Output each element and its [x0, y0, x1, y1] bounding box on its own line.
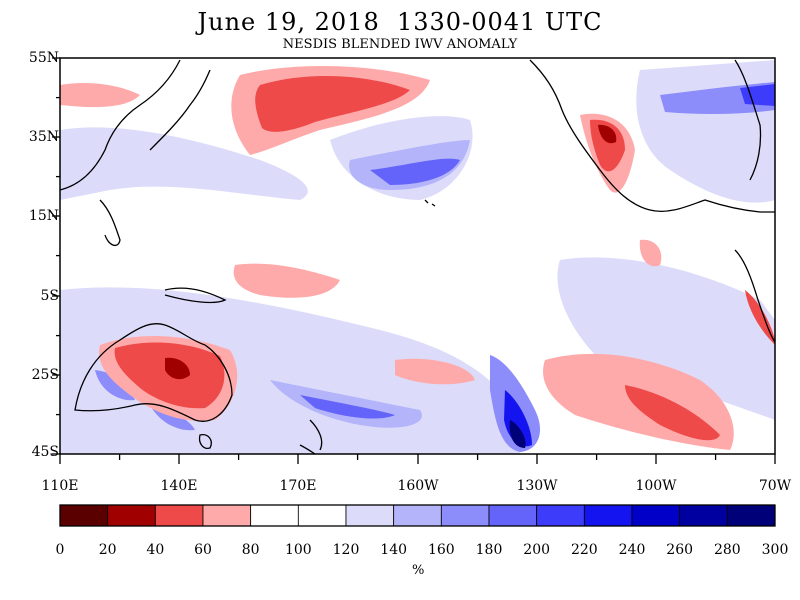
colorbar-label: 20: [98, 542, 117, 558]
philippines-coast: [99, 199, 121, 247]
dry-region-north-pacific-core: [255, 75, 410, 132]
lon-label-170e: 170E: [279, 478, 317, 494]
colorbar-label: 260: [666, 542, 694, 558]
anomaly-field: [60, 60, 775, 454]
dry-region-tropics: [233, 263, 340, 298]
north-america-coast: [529, 59, 775, 213]
colorbar-swatch-220-240: [583, 504, 633, 527]
australia-coast: [74, 323, 233, 422]
colorbar-swatch-160-180: [440, 504, 490, 527]
lon-label-100w: 100W: [635, 478, 677, 494]
lon-label-130w: 130W: [516, 478, 558, 494]
dry-region-south-pacific-core: [625, 385, 720, 441]
moist-plume-south-central-deep: [509, 420, 526, 448]
south-america-coast: [734, 249, 775, 343]
colorbar-frame: [59, 504, 776, 527]
hawaii-islands: [424, 199, 436, 207]
colorbar-swatch-260-280: [679, 504, 728, 527]
colorbar-label: 100: [284, 542, 312, 558]
colorbar-label: 300: [761, 542, 789, 558]
east-coast-us: [734, 59, 762, 181]
colorbar-label: 200: [523, 542, 551, 558]
moist-band-south-pacific-core: [300, 395, 395, 419]
coastlines: [60, 59, 775, 454]
japan-coast: [149, 69, 211, 151]
colorbar-label: 160: [427, 542, 455, 558]
moist-region-northeast: [636, 60, 775, 203]
colorbar-swatch-80-100: [250, 504, 299, 527]
colorbar-swatch-240-260: [631, 504, 681, 527]
lat-label-35n: 35N: [28, 129, 59, 145]
lon-label-70w: 70W: [758, 478, 792, 494]
colorbar-label: 60: [194, 542, 212, 558]
lat-label-15n: 15N: [28, 208, 59, 224]
colorbar-swatch-0-20: [59, 504, 109, 527]
moist-region-west-pacific: [60, 127, 308, 200]
dry-region-mexico-core: [590, 119, 625, 172]
lat-label-25s: 25S: [31, 367, 59, 383]
moist-region-southwest: [95, 370, 135, 401]
moist-region-east: [557, 257, 775, 420]
colorbar-swatch-60-80: [202, 504, 252, 527]
colorbar-swatch-280-300: [726, 504, 776, 527]
colorbar: [59, 504, 776, 527]
colorbar-swatch-20-40: [107, 504, 156, 527]
dry-region-south-america: [745, 290, 775, 345]
lat-label-5s: 5S: [40, 288, 60, 304]
map-subtitle: NESDIS BLENDED IWV ANOMALY: [282, 37, 518, 52]
colorbar-swatch-140-160: [393, 504, 442, 527]
map-title: June 19, 2018 1330-0041 UTC: [197, 8, 603, 36]
lat-label-45s: 45S: [31, 444, 59, 460]
tasmania-coast: [198, 434, 212, 449]
moist-band-north-pacific-core: [370, 158, 460, 185]
colorbar-label: 120: [332, 542, 360, 558]
dry-region-australia-deep: [165, 357, 190, 380]
colorbar-label: 0: [55, 542, 65, 558]
colorbar-swatch-180-200: [488, 504, 538, 527]
lon-label-110e: 110E: [41, 478, 79, 494]
colorbar-label: 220: [570, 542, 598, 558]
colorbar-label: 140: [380, 542, 408, 558]
axis-ticks: [52, 57, 776, 464]
asia-coast: [60, 59, 181, 191]
colorbar-swatch-100-120: [297, 504, 347, 527]
colorbar-swatch-200-220: [536, 504, 585, 527]
colorbar-swatch-40-60: [154, 504, 204, 527]
dry-region-central-south: [395, 358, 475, 385]
new-guinea-coast: [164, 287, 227, 304]
lon-label-140e: 140E: [160, 478, 198, 494]
lon-label-160w: 160W: [397, 478, 439, 494]
colorbar-label: 280: [713, 542, 741, 558]
dry-region-north-edge: [60, 83, 140, 108]
colorbar-label: 40: [146, 542, 165, 558]
dry-region-mexico-deep: [598, 124, 617, 144]
colorbar-label: 180: [475, 542, 503, 558]
colorbar-label: 240: [618, 542, 646, 558]
colorbar-label: 80: [241, 542, 260, 558]
lat-label-55n: 55N: [28, 50, 59, 66]
dry-region-east-tropics: [639, 239, 662, 267]
colorbar-swatch-120-140: [345, 504, 395, 527]
colorbar-units: %: [412, 563, 425, 578]
